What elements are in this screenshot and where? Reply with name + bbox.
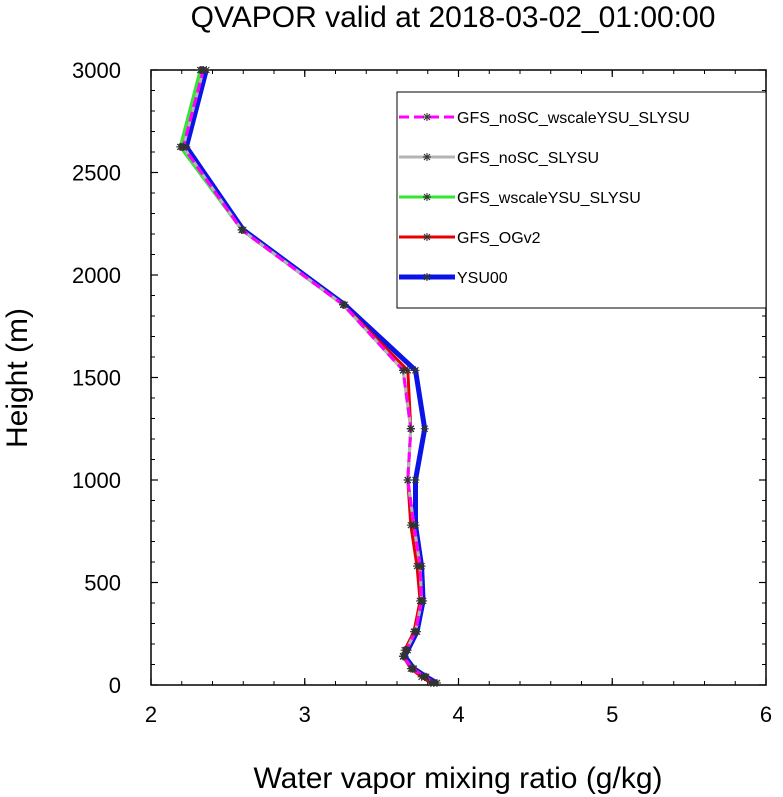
series-line-GFS_wscaleYSU_SLYSU [178,69,435,685]
legend-marker [423,273,431,281]
data-point [411,476,420,484]
legend-label: GFS_OGv2 [457,230,541,247]
y-tick-label: 0 [109,673,121,698]
series-line-GFS_noSC_wscaleYSU_SLYSU [181,69,435,685]
legend-label: GFS_noSC_wscaleYSU_SLYSU [457,110,690,127]
data-point [420,424,429,433]
x-tick-label: 3 [299,702,311,727]
x-tick-label: 4 [452,702,464,727]
data-point [339,300,348,309]
x-tick-label: 5 [606,702,618,727]
x-axis-label: Water vapor mixing ratio (g/kg) [253,762,662,795]
legend-marker [423,193,431,201]
data-point [408,664,417,673]
legend-label: GFS_wscaleYSU_SLYSU [457,190,641,207]
y-tick-label: 500 [84,571,121,596]
legend-box [396,91,767,309]
data-point [416,562,425,571]
x-tick-label: 2 [145,702,157,727]
legend-marker [423,233,431,241]
data-point [399,652,408,661]
data-point [420,672,429,681]
legend-marker [423,113,431,121]
data-point [402,646,411,655]
series-line-GFS_OGv2 [180,69,432,685]
legend-label: GFS_noSC_SLYSU [457,150,599,167]
x-tick-label: 6 [760,702,772,727]
data-point [237,225,246,234]
y-tick-label: 1000 [72,468,121,493]
data-point [411,366,420,375]
series-line-GFS_noSC_SLYSU [181,69,435,685]
data-point [411,627,420,636]
y-axis-label: Height (m) [1,308,34,448]
plot-area: 2 3 4 5 6 0 500 1000 1500 2000 2500 3000 [72,58,772,727]
legend-label: YSU00 [457,270,508,287]
data-point [417,596,426,605]
legend-marker [423,153,431,161]
data-point [409,521,418,530]
legend: GFS_noSC_wscaleYSU_SLYSU GFS_noSC_SLYSU GF… [396,91,767,309]
y-tick-label: 1500 [72,366,121,391]
data-point [199,66,208,74]
y-tick-label: 2000 [72,263,121,288]
data-point [403,476,412,484]
y-tick-label: 2500 [72,161,121,186]
data-point [399,366,408,375]
data-point [406,424,415,433]
chart-title: QVAPOR valid at 2018-03-02_01:00:00 [191,1,716,34]
data-point [429,678,438,687]
data-point [179,142,188,151]
y-tick-label: 3000 [72,58,121,83]
